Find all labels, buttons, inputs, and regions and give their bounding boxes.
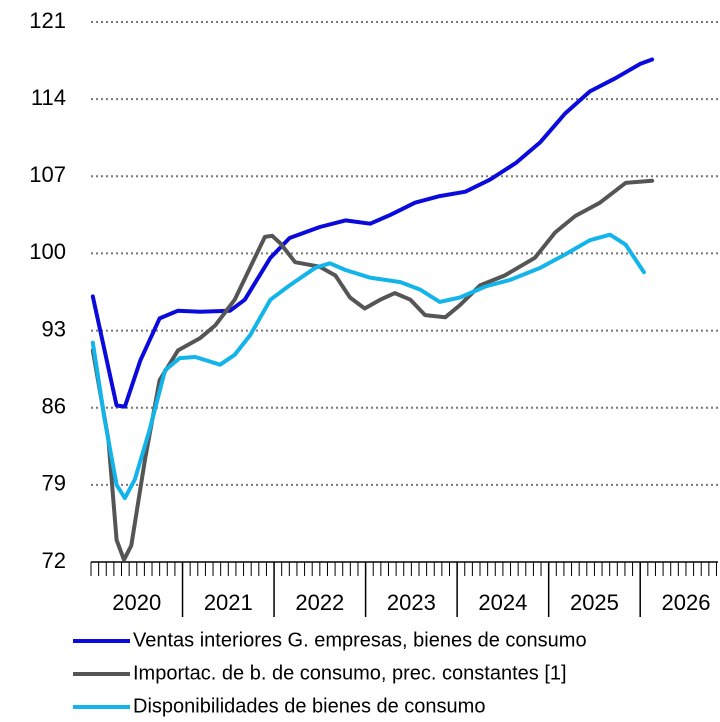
series-line — [90, 178, 655, 562]
legend-label: Importac. de b. de consumo, prec. consta… — [133, 662, 567, 684]
x-tick-label: 2021 — [204, 590, 253, 615]
series-line — [90, 57, 655, 409]
legend-label: Ventas interiores G. empresas, bienes de… — [133, 629, 587, 651]
x-tick-label: 2023 — [387, 590, 436, 615]
y-tick-label: 107 — [29, 162, 66, 187]
legend-label: Disponibilidades de bienes de consumo — [133, 695, 485, 717]
x-tick-label: 2022 — [295, 590, 344, 615]
y-tick-label: 86 — [42, 394, 66, 419]
x-tick-label: 2025 — [570, 590, 619, 615]
series-line — [90, 232, 646, 501]
x-tick-label: 2026 — [661, 590, 710, 615]
y-tick-label: 93 — [42, 316, 66, 341]
y-tick-label: 114 — [31, 85, 66, 110]
x-tick-label: 2020 — [112, 590, 161, 615]
x-tick-label: 2024 — [478, 590, 527, 615]
y-tick-label: 100 — [29, 239, 66, 264]
y-tick-label: 121 — [29, 8, 66, 33]
y-tick-label: 72 — [42, 548, 66, 573]
y-tick-label: 79 — [42, 471, 66, 496]
